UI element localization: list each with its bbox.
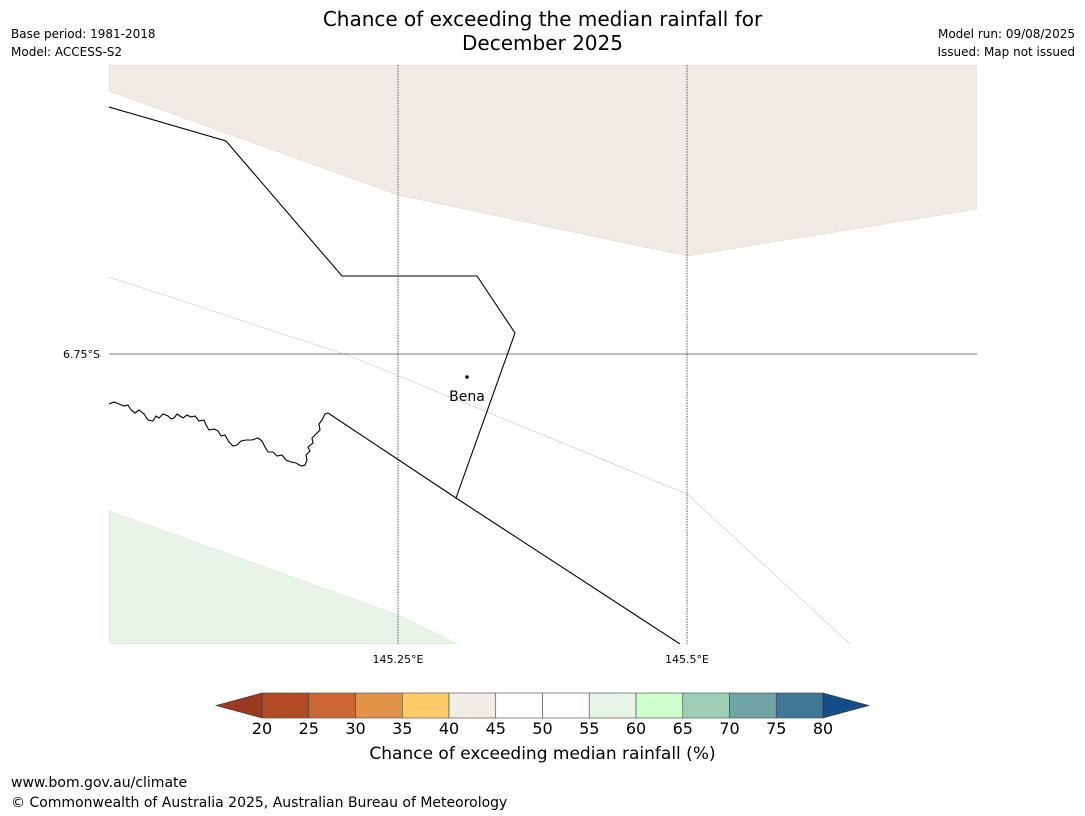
colorbar-cell [261, 692, 310, 719]
meta-right: Model run: 09/08/2025 Issued: Map not is… [937, 25, 1075, 61]
colorbar-tick-label: 60 [625, 719, 647, 738]
colorbar-tick-label: 50 [532, 719, 553, 738]
district-boundary [327, 412, 681, 644]
footer-url[interactable]: www.bom.gov.au/climate [11, 775, 188, 791]
longitude-label-1: 145.25°E [373, 653, 424, 666]
colorbar-tick-label: 70 [719, 719, 740, 738]
colorbar-tick-label: 25 [298, 719, 319, 738]
issued-status: Issued: Map not issued [937, 45, 1075, 59]
map-title: Chance of exceeding the median rainfall … [0, 7, 1085, 55]
colorbar [214, 692, 871, 719]
province-boundary [109, 106, 516, 499]
colorbar-tick-label: 55 [579, 719, 600, 738]
north-probability-band [109, 65, 977, 257]
colorbar-cell [355, 692, 403, 719]
colorbar-tick-label: 80 [812, 719, 834, 738]
meta-left: Base period: 1981-2018 Model: ACCESS-S2 [11, 25, 156, 61]
latitude-label: 6.75°S [63, 348, 100, 361]
colorbar-tick-label: 20 [251, 719, 273, 738]
colorbar-cell [542, 692, 590, 719]
colorbar-tick-label: 65 [672, 719, 693, 738]
title-line-2: December 2025 [462, 31, 623, 55]
longitude-label-2: 145.5°E [665, 653, 709, 666]
title-line-1: Chance of exceeding the median rainfall … [322, 7, 763, 31]
colorbar-cell [775, 692, 824, 719]
southwest-probability-band [109, 510, 459, 644]
colorbar-tick-label: 40 [438, 719, 460, 738]
colorbar-tick-label: 35 [392, 719, 413, 738]
colorbar-cell [635, 692, 684, 719]
model-name: Model: ACCESS-S2 [11, 45, 123, 59]
model-run: Model run: 09/08/2025 [937, 27, 1075, 41]
colorbar-cell [495, 692, 543, 719]
colorbar-label: Chance of exceeding median rainfall (%) [369, 744, 716, 764]
colorbar-cells [261, 692, 824, 719]
colorbar-cell [588, 692, 637, 719]
colorbar-cell [401, 692, 450, 719]
colorbar-high-extend [822, 692, 871, 719]
colorbar-tick-label: 30 [345, 719, 366, 738]
base-period: Base period: 1981-2018 [11, 27, 156, 41]
colorbar-cell [448, 692, 497, 719]
colorbar-tick-label: 45 [485, 719, 506, 738]
rainfall-map: Bena 6.75°S 145.25°E 145.5°E [63, 65, 977, 666]
colorbar-cell [729, 692, 777, 719]
faint-boundary-line [109, 276, 851, 644]
colorbar-tick-label: 75 [766, 719, 787, 738]
coastline [109, 401, 329, 467]
map-area [109, 65, 977, 644]
colorbar-low-extend [214, 692, 263, 719]
footer-copyright: © Commonwealth of Australia 2025, Austra… [11, 795, 508, 811]
bena-label: Bena [449, 389, 485, 405]
colorbar-cell [308, 692, 356, 719]
bena-location-dot [465, 375, 469, 379]
colorbar-cell [682, 692, 730, 719]
